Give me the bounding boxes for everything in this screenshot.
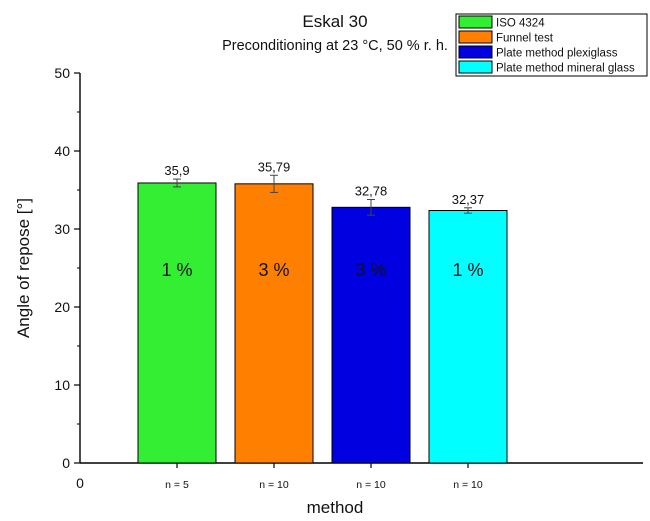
y-tick-label: 10 [54, 377, 70, 393]
y-axis-label: Angle of repose [°] [14, 198, 33, 338]
bar [234, 183, 314, 464]
x-tick-label: n = 10 [259, 479, 289, 491]
bar-inner-label: 1 % [161, 260, 192, 280]
bar-inner-label: 3 % [258, 260, 289, 280]
x-origin-label: 0 [76, 475, 84, 491]
legend-label: ISO 4324 [496, 18, 545, 30]
y-tick-label: 40 [54, 143, 70, 159]
legend-swatch [458, 30, 493, 44]
bar [137, 182, 217, 464]
legend-swatch [458, 45, 493, 59]
y-tick-label: 20 [54, 299, 70, 315]
chart-subtitle: Preconditioning at 23 °C, 50 % r. h. [222, 38, 448, 54]
x-tick-label: n = 10 [356, 479, 386, 491]
bar-inner-label: 3 % [355, 260, 386, 280]
y-tick-label: 30 [54, 221, 70, 237]
y-tick-label: 0 [62, 455, 70, 471]
legend-label: Funnel test [496, 33, 554, 45]
legend-swatch [458, 15, 493, 29]
data-label: 35,9 [164, 163, 189, 178]
bar [428, 210, 508, 464]
data-label: 35,79 [258, 159, 291, 174]
legend-label: Plate method plexiglass [496, 48, 618, 60]
bar [331, 206, 411, 464]
chart-title: Eskal 30 [302, 12, 367, 31]
legend-label: Plate method mineral glass [496, 63, 635, 75]
data-label: 32,37 [452, 192, 485, 207]
y-tick-label: 50 [54, 65, 70, 81]
x-tick-label: n = 10 [453, 479, 483, 491]
plot-area: 0 10 20 30 40 50 0 35,9 1 % n = 5 35,79 3 % n = 10 32… [54, 65, 643, 491]
bar-inner-label: 1 % [452, 260, 483, 280]
data-label: 32,78 [355, 184, 388, 199]
legend: ISO 4324 Funnel test Plate method plexigla… [455, 13, 648, 77]
x-tick-label: n = 5 [165, 479, 189, 491]
x-axis-label: method [307, 498, 364, 517]
legend-swatch [458, 60, 493, 74]
